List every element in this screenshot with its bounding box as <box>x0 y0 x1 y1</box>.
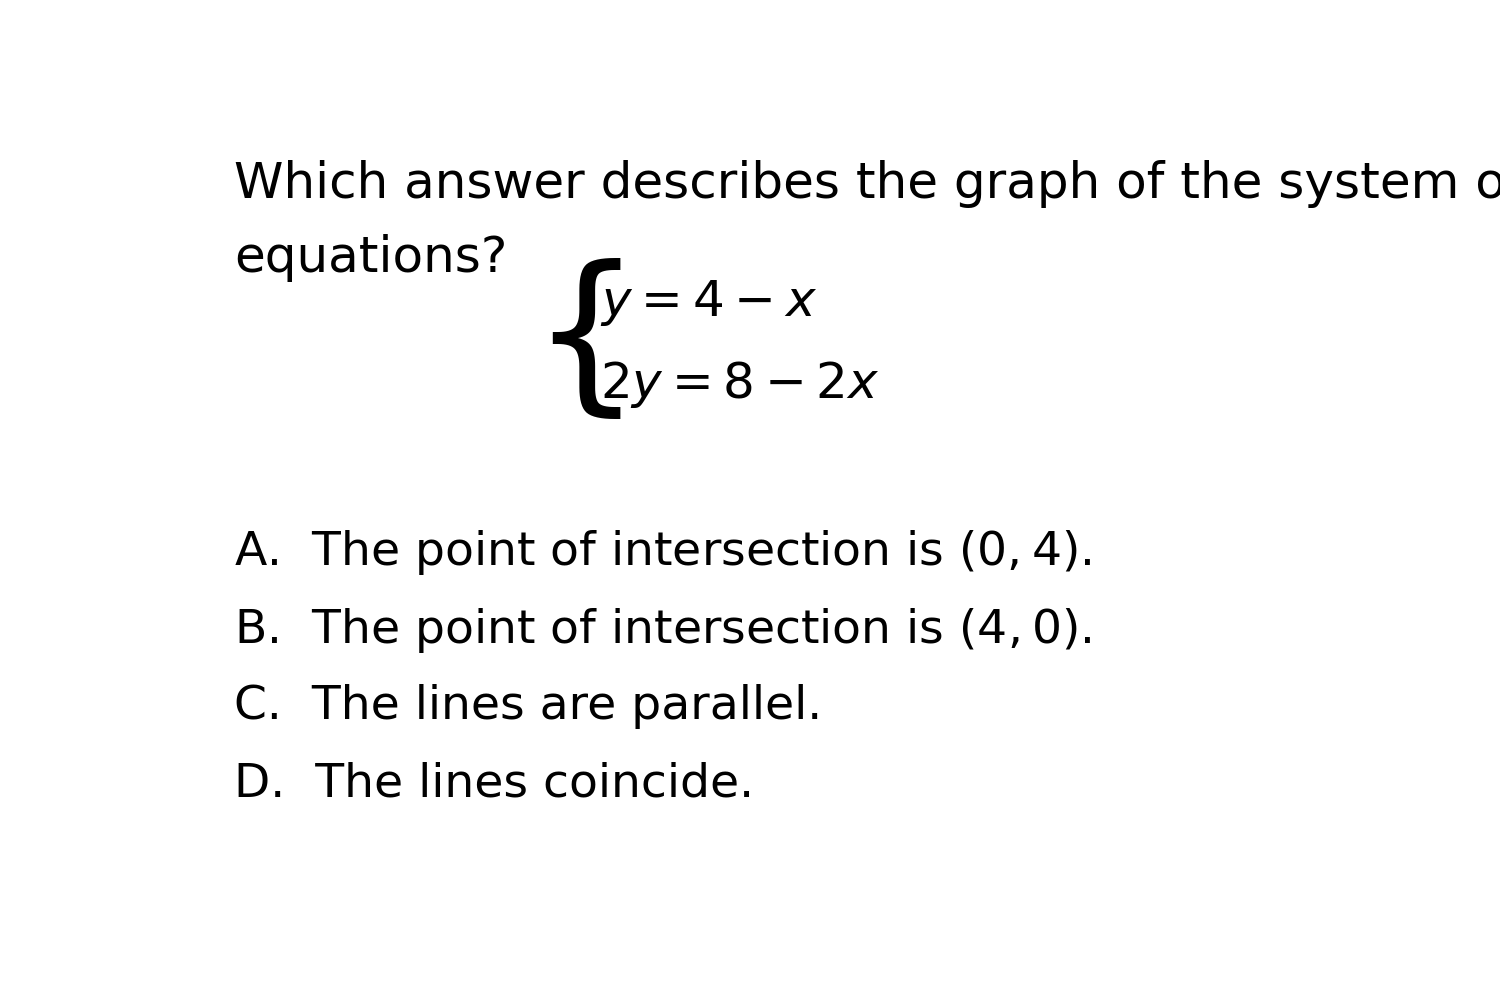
Text: $y = 4 - x$: $y = 4 - x$ <box>600 278 818 329</box>
Text: $\{$: $\{$ <box>531 258 622 426</box>
Text: $2y = 8 - 2x$: $2y = 8 - 2x$ <box>600 360 880 410</box>
Text: A.  The point of intersection is $\left(0, 4\right)$.: A. The point of intersection is $\left(0… <box>234 528 1092 578</box>
Text: C.  The lines are parallel.: C. The lines are parallel. <box>234 683 822 729</box>
Text: B.  The point of intersection is $\left(4, 0\right)$.: B. The point of intersection is $\left(4… <box>234 606 1092 655</box>
Text: equations?: equations? <box>234 234 507 281</box>
Text: D.  The lines coincide.: D. The lines coincide. <box>234 761 754 806</box>
Text: Which answer describes the graph of the system of: Which answer describes the graph of the … <box>234 160 1500 208</box>
